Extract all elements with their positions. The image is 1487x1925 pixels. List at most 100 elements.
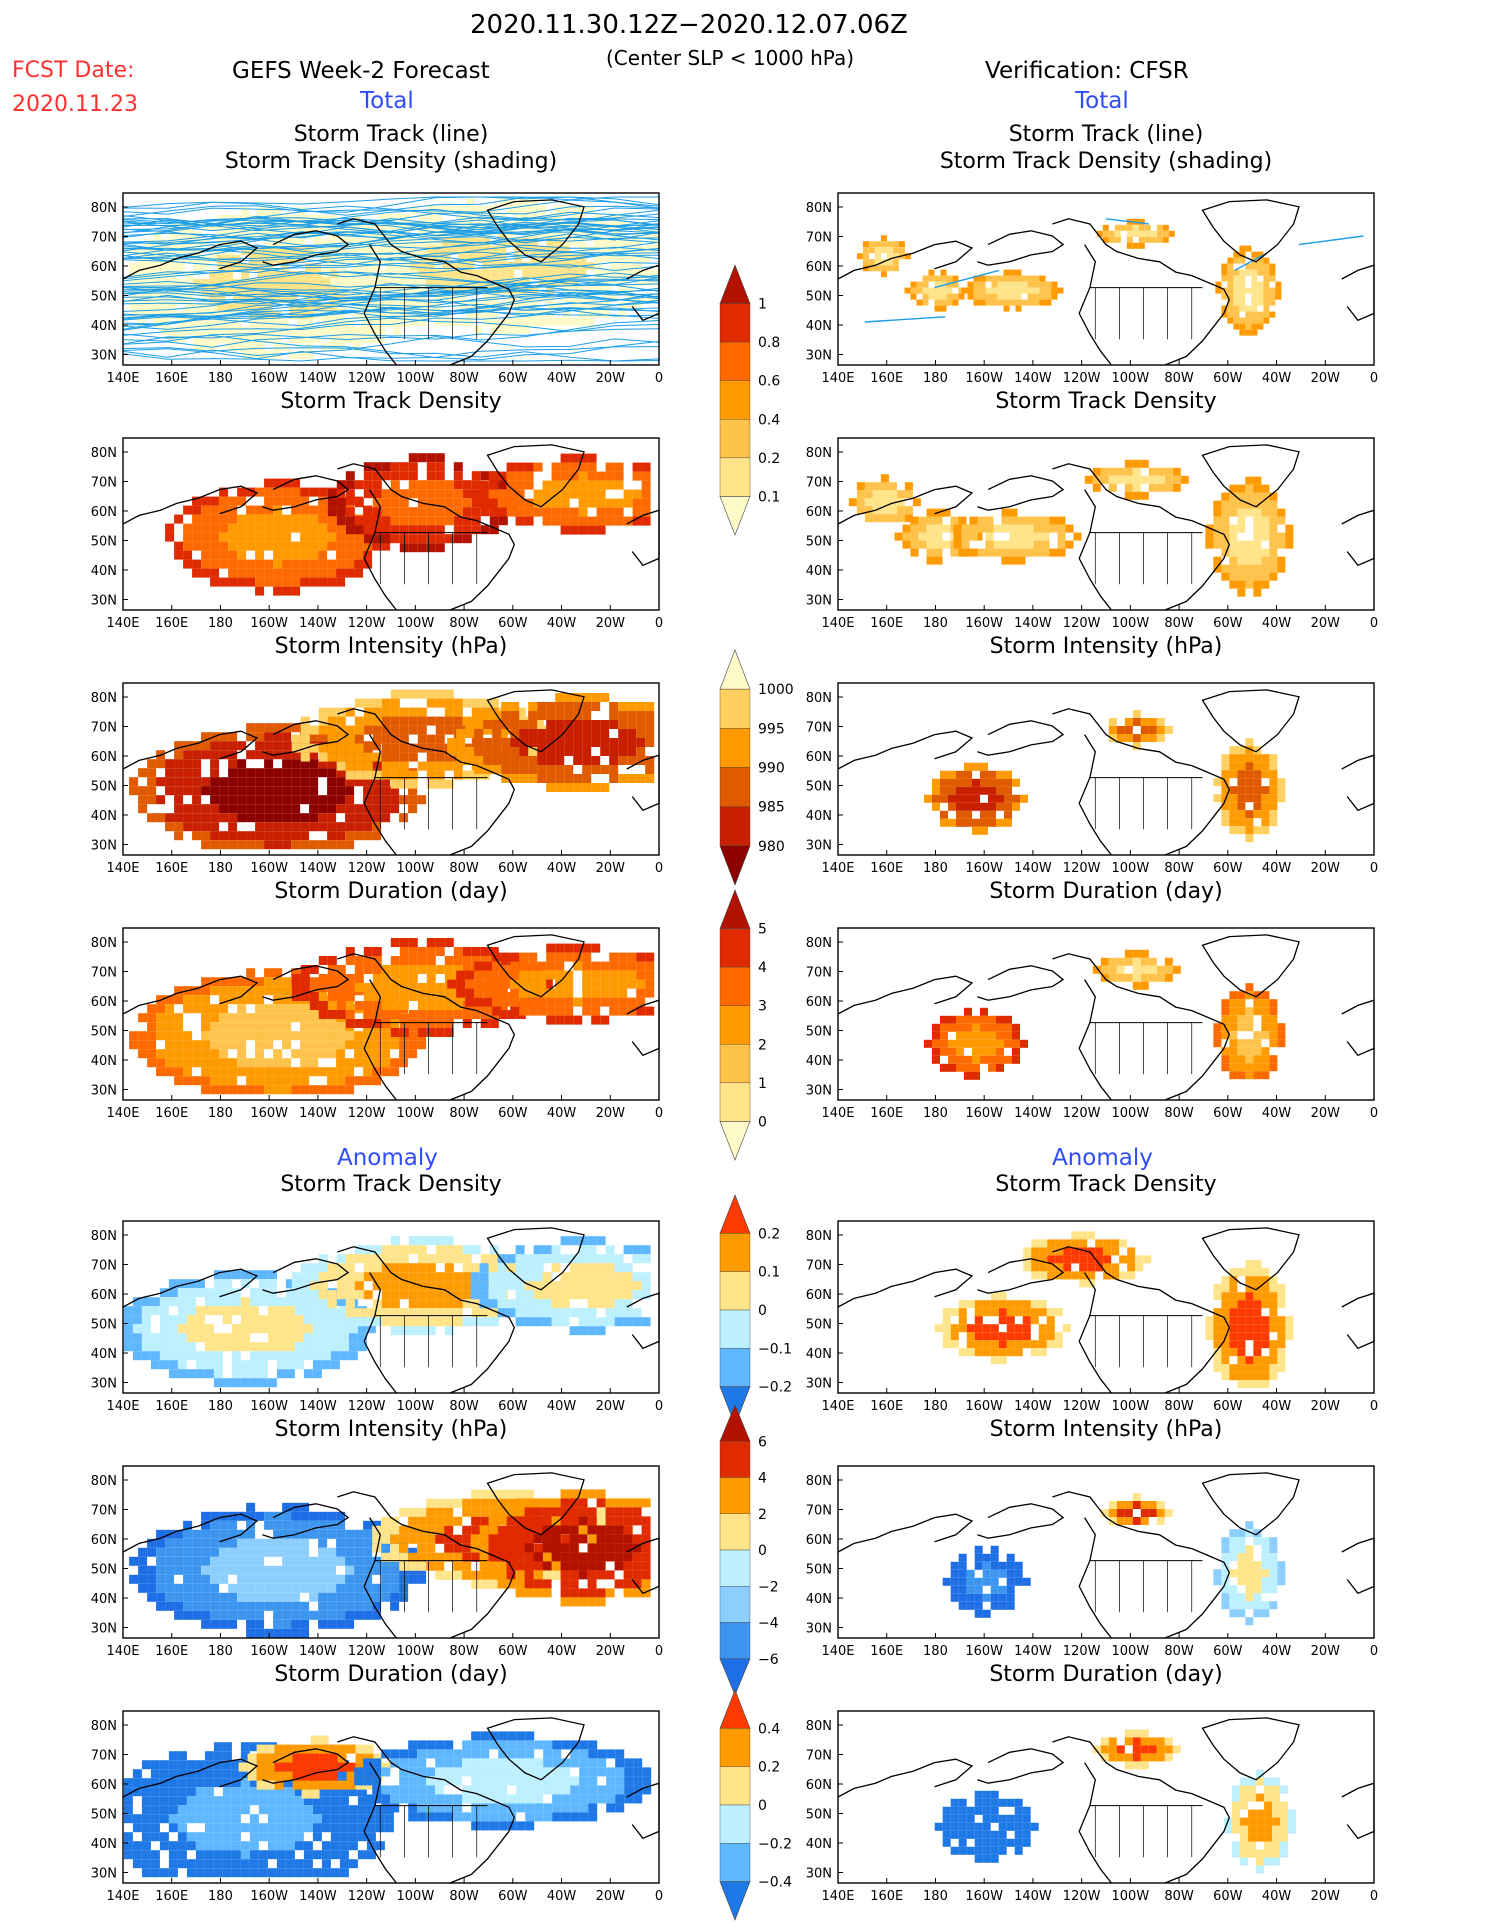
shading-cell	[956, 786, 964, 795]
shading-cell	[255, 523, 265, 533]
shading-cell	[237, 741, 247, 751]
shading-cell	[426, 716, 436, 726]
lat-tick-label: 80N	[91, 1229, 117, 1244]
shading-cell	[204, 1288, 214, 1298]
shading-cell	[1009, 508, 1018, 517]
alaska-coastline	[262, 1258, 350, 1294]
shading-cell	[300, 974, 310, 983]
shading-cell	[1100, 965, 1109, 974]
map-frame	[122, 682, 660, 856]
shading-cell	[996, 1023, 1004, 1032]
shading-cell	[1237, 802, 1246, 811]
shading-cell	[273, 768, 283, 778]
shading-cell	[372, 525, 382, 535]
shading-cell	[257, 303, 266, 311]
shading-cell	[1229, 580, 1238, 589]
shading-cell	[997, 281, 1004, 288]
shading-cell	[228, 577, 238, 587]
lat-tick-label: 70N	[91, 231, 117, 246]
shading-cell	[560, 1281, 570, 1291]
shading-cell	[988, 794, 996, 803]
shading-cell	[354, 965, 364, 974]
shading-cell	[1227, 311, 1234, 318]
shading-cell	[453, 498, 463, 508]
shading-cell	[1277, 532, 1286, 541]
shading-cell	[345, 1019, 355, 1028]
shading-cell	[435, 1010, 445, 1019]
shading-cell	[354, 725, 364, 735]
shading-cell	[165, 523, 175, 533]
lon-tick-label: 160W	[250, 1106, 288, 1121]
shading-cell	[312, 1306, 322, 1316]
storm-track-line	[122, 217, 660, 245]
shading-cell	[1148, 483, 1157, 492]
shading-cell	[1253, 802, 1262, 811]
shading-cell	[291, 750, 301, 760]
shading-cell	[519, 979, 529, 989]
shading-cell	[417, 1272, 427, 1282]
shading-cell	[309, 1290, 319, 1300]
shading-cell	[426, 525, 436, 535]
shading-cell	[602, 253, 611, 262]
lat-tick-label: 30N	[91, 594, 117, 609]
shading-cell	[273, 804, 283, 814]
shading-cell	[327, 514, 337, 524]
shading-cell	[145, 263, 154, 271]
shading-cell	[471, 525, 481, 535]
shading-cell	[390, 770, 400, 780]
shading-cell	[916, 299, 923, 306]
shading-cell	[435, 752, 445, 762]
shading-cell	[177, 247, 186, 255]
shading-cell	[587, 1290, 597, 1300]
shading-cell	[300, 1040, 310, 1050]
shading-cell	[265, 207, 274, 215]
shading-cell	[522, 317, 531, 326]
shading-cell	[1269, 1015, 1278, 1024]
storm-track-line	[122, 223, 660, 262]
shading-cell	[1132, 710, 1141, 718]
storm-track-line	[122, 246, 660, 278]
shading-cell	[972, 778, 980, 787]
shading-cell	[1132, 224, 1139, 231]
shading-cell	[330, 253, 339, 262]
shading-cell	[587, 1308, 597, 1318]
shading-cell	[291, 496, 301, 506]
shading-cell	[614, 1308, 624, 1318]
shading-cell	[586, 317, 595, 326]
shading-cell	[1049, 524, 1058, 533]
shading-cell	[1221, 263, 1228, 270]
shading-cell	[201, 1022, 211, 1032]
shading-cell	[303, 1306, 313, 1316]
shading-cell	[602, 237, 611, 246]
shading-cell	[614, 471, 624, 481]
shading-cell	[972, 786, 980, 795]
shading-cell	[264, 1085, 274, 1095]
shading-cell	[979, 299, 986, 306]
shading-cell	[363, 471, 373, 481]
shading-cell	[480, 947, 490, 956]
shading-cell	[1205, 532, 1214, 541]
map-frame	[837, 437, 1375, 611]
shading-cell	[990, 1348, 999, 1357]
shading-cell	[228, 732, 238, 742]
shading-cell	[501, 720, 511, 729]
shading-cell	[551, 471, 561, 481]
shading-cell	[1140, 459, 1149, 468]
shading-cell	[948, 1015, 956, 1024]
shading-cell	[381, 786, 391, 796]
shading-cell	[233, 343, 242, 351]
shading-cell	[641, 1281, 651, 1291]
shading-cell	[363, 1001, 373, 1010]
shading-cell	[237, 768, 247, 778]
shading-cell	[1140, 718, 1149, 726]
shading-cell	[386, 309, 395, 318]
shading-cell	[528, 765, 538, 774]
shading-cell	[192, 822, 202, 832]
shading-cell	[605, 1308, 615, 1318]
shading-cell	[1237, 1055, 1246, 1064]
shading-cell	[928, 287, 935, 294]
shading-cell	[240, 1306, 250, 1316]
shading-cell	[291, 550, 301, 560]
shading-cell	[587, 1272, 597, 1282]
shading-cell	[300, 1299, 310, 1309]
